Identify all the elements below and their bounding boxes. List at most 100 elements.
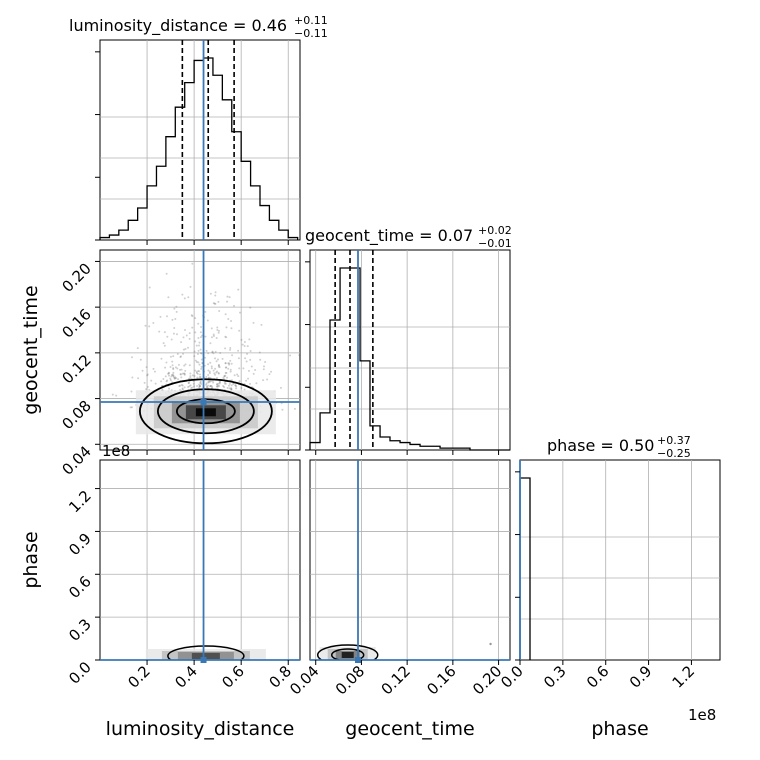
truth-marker xyxy=(200,399,207,405)
scatter-point xyxy=(191,386,194,389)
scatter-point xyxy=(240,338,243,341)
scatter-point xyxy=(179,355,182,358)
scatter-point xyxy=(244,357,247,360)
scatter-point xyxy=(182,352,185,355)
y-tick-label-geocent_time: 0.16 xyxy=(58,305,94,341)
scatter-point xyxy=(145,366,148,369)
panel-phase-vs-luminosity-distance xyxy=(99,459,301,661)
x-tick-label-luminosity_distance: 0.2 xyxy=(124,662,154,692)
scatter-point xyxy=(194,317,197,320)
scatter-point xyxy=(152,367,155,370)
scatter-point xyxy=(228,362,231,365)
scatter-point xyxy=(254,368,257,371)
scatter-point xyxy=(248,338,251,341)
scatter-point xyxy=(171,318,174,321)
scatter-point xyxy=(230,327,233,330)
scatter-point xyxy=(197,322,200,325)
scatter-point xyxy=(183,372,186,375)
scatter-point xyxy=(188,332,191,335)
scatter-point xyxy=(206,319,209,322)
scatter-point xyxy=(221,357,224,360)
scatter-point xyxy=(196,384,199,387)
scatter-point xyxy=(224,362,227,365)
scatter-point xyxy=(177,378,180,381)
scatter-point xyxy=(243,340,246,343)
scatter-point xyxy=(143,381,146,384)
scatter-point xyxy=(212,369,215,372)
scatter-point xyxy=(175,377,178,380)
scatter-point xyxy=(166,335,169,338)
scatter-point xyxy=(205,382,208,385)
y-tick-label-geocent_time: 0.20 xyxy=(58,260,94,296)
scatter-point xyxy=(191,262,194,265)
title-geocent-time: geocent_time = 0.07 xyxy=(305,226,473,246)
panel-phase-vs-geocent-time xyxy=(309,459,511,661)
scatter-point xyxy=(227,367,230,370)
scatter-point xyxy=(195,372,198,375)
y-tick-label-geocent_time: 0.04 xyxy=(58,442,94,478)
scatter-point xyxy=(196,372,199,375)
scatter-point xyxy=(172,355,175,358)
scatter-point xyxy=(237,288,240,291)
scatter-point xyxy=(252,372,255,375)
scatter-point xyxy=(153,370,156,373)
scatter-point xyxy=(266,378,269,381)
scatter-point xyxy=(198,385,201,388)
scatter-point xyxy=(227,318,230,321)
scatter-point xyxy=(250,365,253,368)
scatter-point xyxy=(489,642,492,646)
x-tick-label-phase: 1.2 xyxy=(669,662,699,692)
scatter-point xyxy=(199,385,202,388)
scatter-point xyxy=(235,385,238,388)
scatter-point xyxy=(212,333,215,336)
scatter-point xyxy=(170,375,173,378)
scatter-point xyxy=(207,352,210,355)
scatter-point xyxy=(200,365,203,368)
scatter-point xyxy=(211,385,214,388)
scatter-point xyxy=(204,335,207,338)
scatter-point xyxy=(178,384,181,387)
scatter-point xyxy=(115,394,118,397)
scatter-point xyxy=(187,381,190,384)
scatter-point xyxy=(209,384,212,387)
scatter-point xyxy=(207,380,210,383)
scatter-point xyxy=(200,358,203,361)
y-tick-label-phase: 0.9 xyxy=(65,530,95,560)
scatter-point xyxy=(289,354,292,357)
x-tick-label-phase: 0.6 xyxy=(583,662,613,692)
scatter-point xyxy=(218,366,221,369)
scatter-point xyxy=(213,302,216,305)
y-tick-label-geocent_time: 0.12 xyxy=(58,351,94,387)
scatter-point xyxy=(145,388,148,391)
scatter-point xyxy=(189,384,192,387)
scatter-point xyxy=(165,380,168,383)
scatter-point xyxy=(249,358,252,361)
density-contour xyxy=(316,644,379,660)
scatter-point xyxy=(217,385,220,388)
scatter-point xyxy=(193,385,196,388)
scatter-point xyxy=(183,364,186,367)
scatter-point xyxy=(228,363,231,366)
scatter-point xyxy=(187,296,190,299)
scatter-point xyxy=(131,376,134,379)
scatter-point xyxy=(217,300,220,303)
title-geocent-time-upper: +0.02 xyxy=(478,224,512,237)
scatter-point xyxy=(230,379,233,382)
scatter-point xyxy=(281,408,284,411)
scatter-point xyxy=(176,353,179,356)
scatter-point xyxy=(215,383,218,386)
scatter-point xyxy=(163,344,166,347)
scatter-point xyxy=(225,336,228,339)
scatter-point xyxy=(167,372,170,375)
scatter-point xyxy=(210,327,213,330)
scatter-point xyxy=(174,366,177,369)
scatter-point xyxy=(188,364,191,367)
scatter-point xyxy=(174,318,177,321)
scatter-point xyxy=(217,365,220,368)
histogram-geocent_time xyxy=(309,267,510,451)
scatter-point xyxy=(239,311,242,314)
scatter-point xyxy=(243,345,246,348)
scatter-point xyxy=(200,352,203,355)
scatter-point xyxy=(193,374,196,377)
scatter-point xyxy=(183,373,186,376)
